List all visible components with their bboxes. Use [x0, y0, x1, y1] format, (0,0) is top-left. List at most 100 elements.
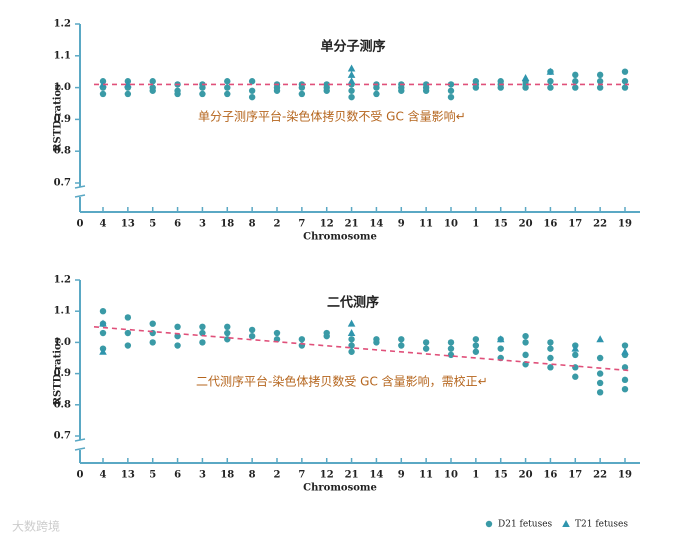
- x-tick-label: 7: [298, 219, 305, 230]
- point: [149, 84, 156, 91]
- annotation: 二代测序平台-染色体拷贝数受 GC 含量影响，需校正↵: [196, 374, 488, 389]
- x-tick-label: 1: [472, 470, 479, 481]
- x-tick-label: 21: [345, 470, 359, 481]
- point: [174, 87, 181, 94]
- x-tick-label: 13: [121, 470, 135, 481]
- y-tick-label: 1.2: [54, 275, 71, 286]
- x-tick-label: 10: [444, 219, 458, 230]
- point: [447, 87, 455, 94]
- point: [422, 345, 430, 352]
- x-tick-label: 13: [121, 219, 135, 230]
- watermark: 大数跨境: [12, 519, 60, 534]
- point: [99, 90, 107, 98]
- point: [348, 348, 355, 355]
- x-axis-label: Chromosome: [303, 232, 377, 243]
- x-tick-label: 14: [369, 219, 383, 230]
- point: [422, 339, 430, 346]
- point: [124, 80, 132, 88]
- point: [124, 342, 132, 349]
- point: [447, 345, 455, 352]
- point: [472, 348, 480, 355]
- point: [521, 74, 530, 82]
- point: [224, 90, 231, 98]
- point: [323, 329, 330, 337]
- point: [447, 81, 455, 88]
- point: [149, 339, 156, 346]
- point: [572, 78, 579, 85]
- x-tick-label: 18: [220, 219, 234, 230]
- x-tick-label: 20: [519, 219, 533, 230]
- axis-break: [74, 438, 86, 442]
- point: [596, 84, 604, 91]
- x-tick-label: 10: [444, 470, 458, 481]
- y-tick-label: 0.8: [54, 399, 71, 410]
- point: [398, 342, 405, 349]
- x-tick-label: 17: [568, 219, 582, 230]
- x-tick-label: 4: [100, 470, 107, 481]
- point: [174, 342, 181, 349]
- point: [596, 379, 604, 387]
- point: [348, 87, 355, 94]
- point: [248, 87, 256, 94]
- point: [571, 344, 580, 352]
- point: [99, 347, 107, 355]
- point: [224, 336, 231, 343]
- x-tick-label: 14: [369, 470, 383, 481]
- point: [398, 336, 405, 343]
- y-tick-label: 1.0: [54, 82, 71, 93]
- x-tick-label: 9: [398, 219, 405, 230]
- y-tick-label: 1.0: [54, 337, 71, 348]
- x-origin-label: 0: [77, 470, 84, 481]
- x-tick-label: 6: [174, 470, 181, 481]
- chart-title: 二代测序: [327, 295, 379, 311]
- x-tick-label: 15: [494, 219, 508, 230]
- point: [174, 323, 181, 330]
- point: [224, 323, 231, 330]
- point: [224, 84, 231, 91]
- point: [124, 329, 132, 337]
- point: [199, 90, 206, 98]
- y-tick-label: 1.1: [54, 306, 71, 317]
- point: [596, 71, 604, 79]
- x-tick-label: 11: [419, 219, 433, 230]
- point: [572, 84, 579, 91]
- x-tick-label: 7: [298, 470, 305, 481]
- point: [547, 354, 554, 362]
- x-origin-label: 0: [77, 219, 84, 230]
- x-tick-label: 17: [568, 470, 582, 481]
- point: [199, 329, 206, 337]
- annotation: 单分子测序平台-染色体拷贝数不受 GC 含量影响↵: [198, 109, 466, 124]
- point: [497, 78, 504, 85]
- point: [596, 335, 604, 343]
- x-tick-label: 6: [174, 219, 181, 230]
- point: [596, 370, 604, 377]
- point: [99, 329, 107, 337]
- y-tick-label: 0.9: [54, 368, 71, 379]
- x-tick-label: 4: [100, 219, 107, 230]
- point: [347, 77, 356, 85]
- chart-title: 单分子测序: [320, 39, 385, 55]
- point: [572, 373, 579, 380]
- point: [472, 342, 480, 349]
- point: [547, 345, 554, 352]
- point: [547, 78, 554, 85]
- x-tick-label: 8: [249, 219, 256, 230]
- point: [99, 308, 107, 315]
- x-tick-label: 11: [419, 470, 433, 481]
- point: [373, 336, 380, 343]
- point: [447, 93, 455, 101]
- point: [621, 386, 629, 393]
- x-tick-label: 1: [472, 219, 479, 230]
- x-tick-label: 19: [618, 470, 632, 481]
- x-tick-label: 12: [320, 219, 334, 230]
- x-tick-label: 2: [274, 470, 281, 481]
- point: [248, 93, 256, 101]
- point: [174, 332, 181, 340]
- x-tick-label: 21: [345, 219, 359, 230]
- point: [422, 81, 430, 88]
- point: [347, 329, 356, 337]
- x-tick-label: 5: [149, 219, 156, 230]
- point: [124, 314, 132, 321]
- point: [547, 84, 554, 91]
- x-tick-label: 3: [199, 219, 206, 230]
